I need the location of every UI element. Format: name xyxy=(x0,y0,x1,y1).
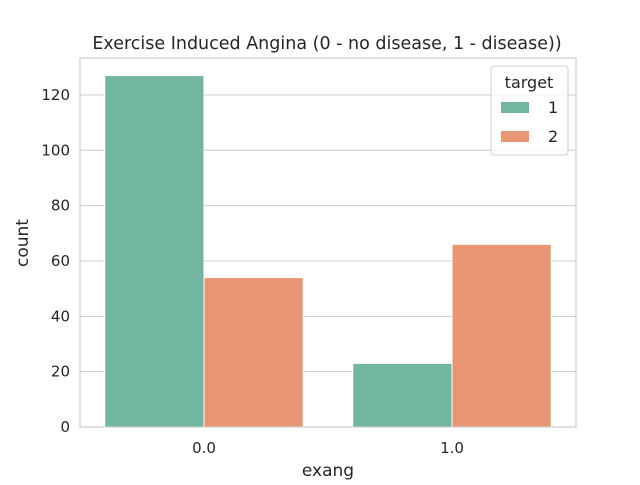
legend-title: target xyxy=(505,73,554,92)
y-tick-label: 20 xyxy=(51,363,70,381)
legend-entry-label: 2 xyxy=(548,127,558,146)
legend-swatch xyxy=(501,131,529,142)
y-tick-label: 40 xyxy=(51,307,70,325)
bar-0.0-series-1 xyxy=(104,75,205,428)
y-tick-label: 60 xyxy=(51,252,70,270)
legend: target 1 2 xyxy=(490,65,569,156)
legend-entry-label: 1 xyxy=(548,98,558,117)
y-tick-label: 120 xyxy=(41,86,70,104)
chart-title: Exercise Induced Angina (0 - no disease,… xyxy=(92,34,561,54)
y-tick-labels: 0 20 40 60 80 100 120 xyxy=(41,86,70,436)
x-tick-label: 1.0 xyxy=(440,439,464,457)
y-tick-label: 100 xyxy=(41,141,70,159)
x-tick-labels: 0.0 1.0 xyxy=(192,439,464,457)
bar-1.0-series-1 xyxy=(352,362,453,428)
plot-frame xyxy=(79,57,577,428)
y-tick-label: 80 xyxy=(51,197,70,215)
x-axis-label: exang xyxy=(302,461,354,480)
bar-1.0-series-2 xyxy=(451,243,552,428)
y-axis-label: count xyxy=(13,219,33,267)
bar-0.0-series-2 xyxy=(203,277,304,428)
x-tick-label: 0.0 xyxy=(192,439,216,457)
legend-swatch xyxy=(501,102,529,113)
y-tick-label: 0 xyxy=(60,418,70,436)
